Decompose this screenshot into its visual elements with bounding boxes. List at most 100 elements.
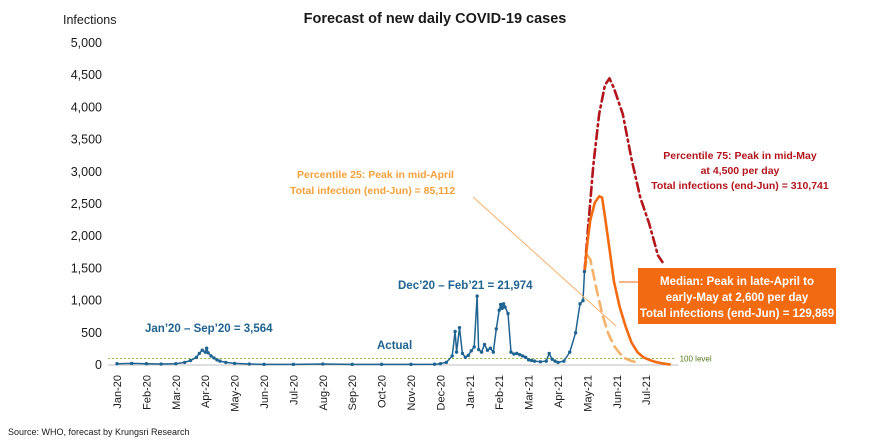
series-actual-point	[544, 359, 548, 363]
series-actual-point	[526, 358, 531, 362]
series-actual-point	[472, 345, 476, 349]
series-actual-point	[469, 349, 473, 353]
y-tick-label: 4,000	[71, 100, 102, 114]
series-actual-point	[247, 362, 251, 366]
series-actual-point	[503, 305, 507, 309]
series-actual-point	[501, 302, 506, 306]
series-actual-point	[466, 353, 471, 358]
series-actual-point	[206, 351, 210, 355]
series-actual-point	[144, 362, 149, 366]
series-layer	[115, 77, 672, 367]
series-actual-point	[556, 360, 560, 365]
series-actual-point	[215, 358, 219, 362]
x-tick-label: Mar-21	[524, 375, 536, 410]
x-tick-label: Feb-21	[494, 375, 506, 410]
series-actual-point	[497, 308, 501, 312]
series-actual-point	[475, 294, 479, 298]
series-actual-point	[518, 352, 522, 357]
series-actual-point	[432, 362, 437, 366]
series-actual-point	[444, 360, 448, 365]
series-actual-point	[212, 356, 216, 360]
series-actual-point	[232, 361, 237, 366]
chart-title: Forecast of new daily COVID-19 cases	[304, 11, 567, 27]
annotation-dec-feb: Dec’20 – Feb’21 = 21,974	[398, 280, 533, 292]
reference-line-group: 100 level	[108, 355, 712, 364]
series-actual-point	[454, 350, 459, 354]
series-actual-point	[350, 362, 354, 367]
x-tick-label: Jan-20	[112, 375, 124, 409]
y-tick-label: 500	[81, 326, 102, 340]
series-percentile-75-line	[583, 77, 664, 273]
series-actual-point	[562, 359, 566, 363]
series-actual-point	[491, 350, 496, 354]
x-tick-label: Jan-21	[465, 375, 477, 409]
y-tick-label: 3,000	[71, 165, 102, 179]
series-actual-point	[453, 329, 457, 334]
annotation-jan-sep: Jan’20 – Sep’20 = 3,564	[145, 323, 273, 335]
series-actual-point	[457, 325, 462, 330]
series-actual-point	[203, 350, 207, 354]
series-actual-point	[532, 359, 537, 363]
y-tick-label: 4,500	[71, 68, 102, 82]
y-tick-label: 0	[95, 358, 102, 372]
series-actual-point	[529, 358, 534, 363]
x-tick-label: Apr-20	[200, 375, 212, 408]
median-annotation-box	[638, 268, 836, 324]
series-actual-point	[523, 355, 528, 359]
series-actual-point	[130, 361, 134, 366]
y-tick-label: 1,500	[71, 261, 102, 275]
x-tick-label: Nov-20	[406, 375, 418, 410]
series-actual-point	[482, 342, 487, 347]
series-actual-point	[568, 350, 572, 354]
annotation-p75-line3: Total infections (end-Jun) = 310,741	[651, 180, 829, 192]
series-actual-point	[204, 346, 209, 350]
annotation-median-line1: Median: Peak in late-April to	[660, 276, 814, 288]
series-actual-point	[159, 362, 163, 366]
series-actual-point	[494, 327, 498, 331]
series-actual-point	[463, 355, 468, 359]
series-actual-point	[262, 362, 266, 367]
y-tick-label: 2,000	[71, 229, 102, 243]
series-median-line	[583, 195, 672, 366]
annotation-median-line2: early-May at 2,600 per day	[666, 292, 809, 304]
series-actual-point	[512, 352, 516, 356]
series-actual-point	[115, 362, 119, 366]
x-tick-label: Aug-20	[318, 375, 330, 410]
x-tick-label: Jul-21	[641, 375, 653, 405]
series-actual-point	[521, 354, 525, 358]
y-tick-label: 2,500	[71, 197, 102, 211]
series-actual-point	[182, 360, 187, 365]
annotation-p75-line2: at 4,500 per day	[701, 165, 780, 177]
series-actual-point	[498, 302, 503, 307]
x-tick-label: Jun-21	[612, 375, 624, 409]
x-tick-label: May-20	[230, 375, 242, 412]
series-actual-point	[379, 362, 384, 367]
x-tick-label: Jul-20	[288, 375, 300, 405]
series-actual-point	[500, 306, 504, 311]
series-actual-point	[479, 350, 484, 354]
series-actual-point	[485, 348, 490, 352]
annotation-p25-line1: Percentile 25: Peak in mid-April	[297, 169, 454, 181]
series-actual-point	[188, 358, 193, 363]
series-actual-point	[200, 348, 204, 352]
annotation-actual: Actual	[377, 340, 412, 352]
y-axis: 0 500 1,000 1,500 2,000 2,500 3,000 3,500 4,000 4…	[71, 36, 102, 372]
series-actual-point	[291, 362, 296, 367]
series-actual-point	[209, 354, 213, 358]
y-tick-label: 1,000	[71, 294, 102, 308]
annotation-p25-line2: Total infection (end-Jun) = 85,112	[290, 185, 455, 197]
series-actual-point	[553, 359, 557, 363]
series-actual-point	[573, 331, 578, 335]
series-actual-point	[197, 351, 202, 356]
x-tick-label: Apr-21	[553, 375, 565, 408]
series-actual-point	[509, 350, 513, 354]
annotation-median-line3: Total infections (end-Jun) = 129,869	[640, 308, 834, 320]
annotation-p75-line1: Percentile 75: Peak in mid-May	[663, 150, 817, 162]
reference-line-label: 100 level	[680, 355, 712, 364]
x-tick-label: Feb-20	[141, 375, 153, 410]
series-actual-point	[321, 362, 325, 366]
series-actual-point	[476, 347, 481, 352]
series-actual-point	[547, 351, 551, 356]
series-actual-point	[194, 355, 199, 359]
